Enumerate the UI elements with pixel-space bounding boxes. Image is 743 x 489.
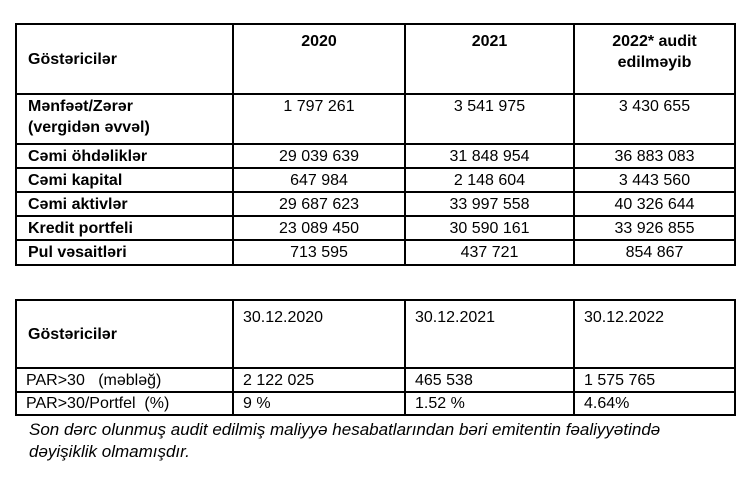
- header-date-2022: 30.12.2022: [573, 299, 736, 369]
- cell-value: 3 443 560: [573, 167, 736, 193]
- row-label-par30-portfolio-pct: PAR>30/Portfel (%): [15, 391, 234, 416]
- cell-value: 1 575 765: [573, 367, 736, 393]
- cell-value: 30 590 161: [404, 215, 575, 241]
- row-label-par30-amount: PAR>30 (məbləğ): [15, 367, 234, 393]
- cell-value: 36 883 083: [573, 143, 736, 169]
- table-row: PAR>30 (məbləğ) 2 122 025 465 538 1 575 …: [15, 367, 736, 393]
- cell-value: 29 687 623: [232, 191, 406, 217]
- header-year-2020: 2020: [232, 23, 406, 95]
- footnote: Son dərc olunmuş audit edilmiş maliyyə h…: [29, 420, 661, 461]
- cell-value: 3 430 655: [573, 93, 736, 145]
- cell-value: 1.52 %: [404, 391, 575, 416]
- cell-value: 2 148 604: [404, 167, 575, 193]
- table-header-row: Göstəricilər 2020 2021 2022* audit edilm…: [15, 23, 736, 95]
- cell-value: 33 997 558: [404, 191, 575, 217]
- cell-value: 4.64%: [573, 391, 736, 416]
- par-indicators-table: Göstəricilər 30.12.2020 30.12.2021 30.12…: [15, 299, 736, 416]
- header-year-2021: 2021: [404, 23, 575, 95]
- cell-value: 33 926 855: [573, 215, 736, 241]
- row-label-cash: Pul vəsaitləri: [15, 239, 234, 266]
- table-row: Cəmi öhdəliklər 29 039 639 31 848 954 36…: [15, 143, 736, 169]
- cell-value: 713 595: [232, 239, 406, 266]
- row-label-total-capital: Cəmi kapital: [15, 167, 234, 193]
- cell-value: 2 122 025: [232, 367, 406, 393]
- cell-value: 9 %: [232, 391, 406, 416]
- cell-value: 31 848 954: [404, 143, 575, 169]
- row-label-total-liabilities: Cəmi öhdəliklər: [15, 143, 234, 169]
- cell-value: 23 089 450: [232, 215, 406, 241]
- table-row: Cəmi aktivlər 29 687 623 33 997 558 40 3…: [15, 191, 736, 217]
- table-row: PAR>30/Portfel (%) 9 % 1.52 % 4.64%: [15, 391, 736, 416]
- header-indicators: Göstəricilər: [15, 23, 234, 95]
- cell-value: 29 039 639: [232, 143, 406, 169]
- cell-value: 40 326 644: [573, 191, 736, 217]
- cell-value: 647 984: [232, 167, 406, 193]
- cell-value: 465 538: [404, 367, 575, 393]
- header-date-2020: 30.12.2020: [232, 299, 406, 369]
- header-indicators: Göstəricilər: [15, 299, 234, 369]
- header-year-2022-unaudited: 2022* audit edilməyib: [573, 23, 736, 95]
- cell-value: 1 797 261: [232, 93, 406, 145]
- table-header-row: Göstəricilər 30.12.2020 30.12.2021 30.12…: [15, 299, 736, 369]
- table-row: Kredit portfeli 23 089 450 30 590 161 33…: [15, 215, 736, 241]
- header-date-2021: 30.12.2021: [404, 299, 575, 369]
- table-row: Mənfəət/Zərər (vergidən əvvəl) 1 797 261…: [15, 93, 736, 145]
- table-row: Cəmi kapital 647 984 2 148 604 3 443 560: [15, 167, 736, 193]
- row-label-loan-portfolio: Kredit portfeli: [15, 215, 234, 241]
- row-label-total-assets: Cəmi aktivlər: [15, 191, 234, 217]
- cell-value: 854 867: [573, 239, 736, 266]
- cell-value: 3 541 975: [404, 93, 575, 145]
- row-label-profit-loss: Mənfəət/Zərər (vergidən əvvəl): [15, 93, 234, 145]
- cell-value: 437 721: [404, 239, 575, 266]
- financial-indicators-table: Göstəricilər 2020 2021 2022* audit edilm…: [15, 23, 736, 266]
- table-row: Pul vəsaitləri 713 595 437 721 854 867: [15, 239, 736, 266]
